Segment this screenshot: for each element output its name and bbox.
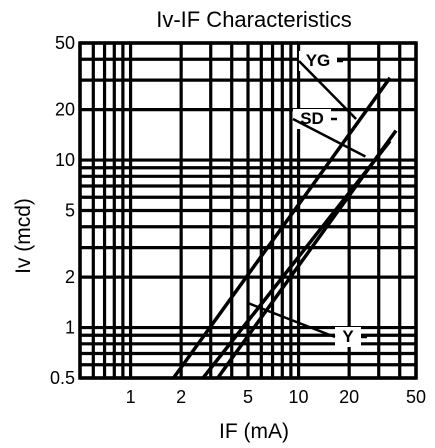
series-leader <box>247 301 336 339</box>
y-tick-label: 0.5 <box>50 368 75 388</box>
y-tick-label: 50 <box>55 33 75 53</box>
x-tick-labels: 1 2 5 10 20 50 <box>126 387 426 407</box>
series-line-yg <box>172 76 392 380</box>
y-tick-label: 1 <box>65 318 75 338</box>
series-labels: YG SD Y <box>247 51 367 347</box>
x-axis-label: IF (mA) <box>219 420 289 443</box>
y-tick-label: 20 <box>55 100 75 120</box>
series-label-sd: SD <box>300 109 324 128</box>
y-axis-label: Iv (mcd) <box>12 198 35 274</box>
series-label-box <box>299 51 337 71</box>
chart-grid <box>78 41 418 380</box>
series-leader <box>298 60 357 120</box>
series-label-yg: YG <box>306 51 331 70</box>
series-label-box <box>335 327 361 347</box>
x-tick-label: 2 <box>176 387 186 407</box>
series-line-y <box>201 139 392 380</box>
y-tick-label: 5 <box>65 201 75 221</box>
series-lines <box>172 76 398 380</box>
x-tick-label: 20 <box>339 387 359 407</box>
x-tick-label: 10 <box>289 387 309 407</box>
x-tick-label: 50 <box>406 387 426 407</box>
plot-frame <box>78 41 418 380</box>
x-tick-label: 5 <box>243 387 253 407</box>
series-leader <box>292 117 366 158</box>
chart-title: Iv-IF Characteristics <box>156 7 352 32</box>
y-tick-label: 10 <box>55 150 75 170</box>
y-tick-labels: 0.5 1 2 5 10 20 50 <box>50 33 75 388</box>
y-tick-label: 2 <box>65 267 75 287</box>
x-tick-label: 1 <box>126 387 136 407</box>
series-label-y: Y <box>342 327 354 346</box>
